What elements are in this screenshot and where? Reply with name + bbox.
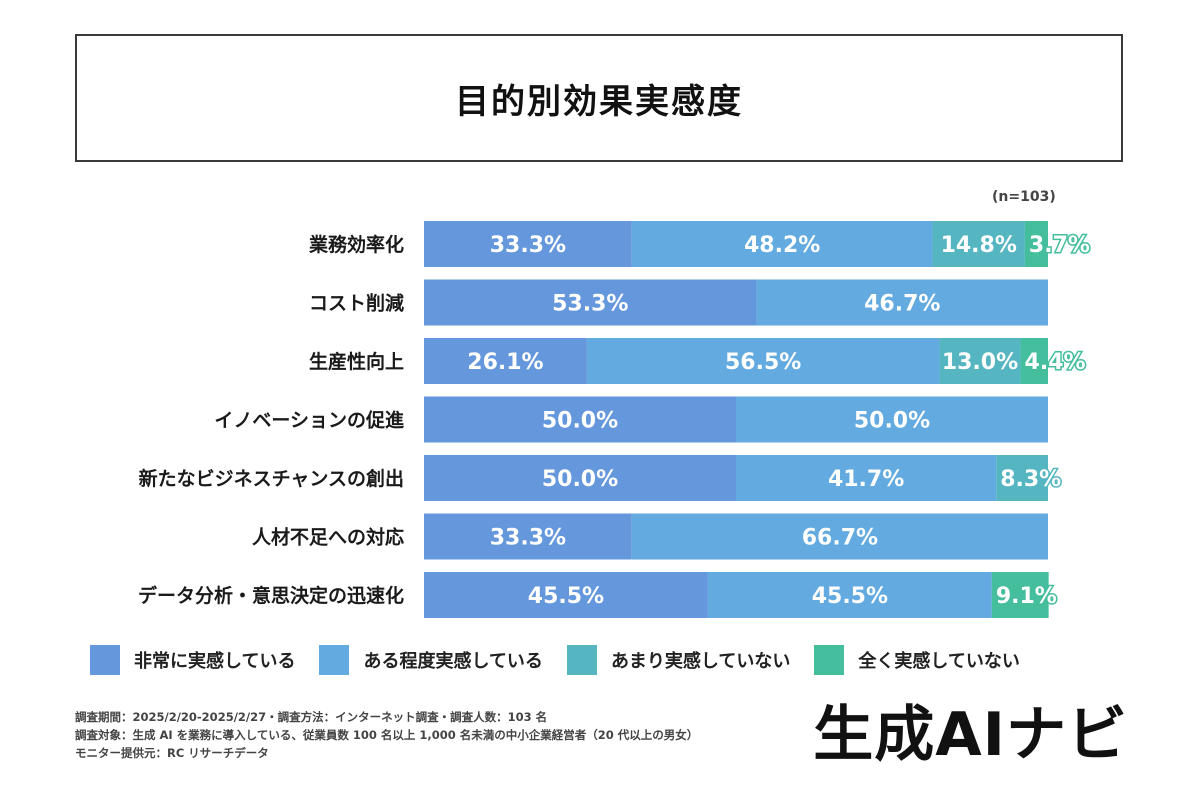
category-label: コスト削減 — [309, 292, 404, 315]
bar-segment — [631, 221, 933, 267]
data-label: 45.5% — [812, 584, 888, 609]
brand-logo: 生成AIナビ — [813, 700, 1128, 770]
survey-note-provider: モニター提供元：RC リサーチデータ — [75, 746, 269, 760]
chart-legend: 非常に実感している ある程度実感している あまり実感していない 全く実感していない — [90, 645, 1044, 675]
bar-segment — [996, 455, 1048, 501]
bar-segment — [424, 396, 736, 443]
bar-segment — [707, 572, 992, 618]
bar-segment — [939, 338, 1021, 384]
data-label: 53.3% — [552, 292, 628, 317]
sample-size-note: (n=103) — [992, 189, 1056, 205]
data-label: 50.0% — [854, 409, 930, 434]
survey-note-period: 調査期間：2025/2/20-2025/2/27・調査方法：インターネット調査・… — [75, 710, 548, 724]
data-label: 33.3% — [490, 233, 566, 258]
legend-item: 非常に実感している — [90, 645, 295, 675]
bar-segment — [424, 338, 587, 384]
legend-swatch — [814, 645, 845, 675]
data-label: 45.5% — [528, 584, 604, 609]
bar-segment — [736, 455, 997, 501]
data-label: 56.5% — [725, 350, 801, 375]
stacked-bar-chart: 業務効率化 33.3% 48.2% 14.8% 3.7% コスト削減 53.3% 46.7% 生… — [138, 221, 1091, 618]
legend-item: ある程度実感している — [319, 645, 543, 675]
bar-segment — [586, 338, 940, 384]
data-label: 48.2% — [744, 233, 820, 258]
category-label: 新たなビジネスチャンスの創出 — [139, 467, 404, 490]
category-label: データ分析・意思決定の迅速化 — [138, 584, 404, 607]
bar-segment — [1024, 221, 1048, 267]
data-label: 26.1% — [467, 350, 543, 375]
category-label: イノベーションの促進 — [214, 409, 404, 432]
bar-segment — [424, 572, 708, 618]
survey-notes: 調査期間：2025/2/20-2025/2/27・調査方法：インターネット調査・… — [75, 708, 698, 762]
legend-item: あまり実感していない — [566, 645, 791, 675]
data-label: 13.0% — [942, 350, 1018, 375]
chart-title: 目的別効果実感度 — [455, 81, 743, 122]
data-label: 14.8% — [941, 233, 1017, 258]
legend-swatch — [319, 645, 350, 675]
bar-segment — [424, 513, 632, 560]
data-label: 66.7% — [802, 526, 878, 551]
category-label: 生産性向上 — [309, 350, 404, 373]
bar-segment — [424, 455, 736, 501]
legend-label: あまり実感していない — [610, 651, 791, 672]
data-label: 41.7% — [828, 467, 904, 492]
category-label: 人材不足への対応 — [252, 526, 404, 549]
data-label: 9.1% — [996, 584, 1057, 609]
bar-segment — [1020, 338, 1048, 384]
data-label: 4.4% — [1025, 350, 1086, 375]
bar-segment — [991, 572, 1049, 618]
data-label: 33.3% — [490, 526, 566, 551]
legend-label: ある程度実感している — [363, 651, 543, 672]
legend-swatch — [566, 645, 597, 675]
bar-segment — [932, 221, 1025, 267]
legend-item: 全く実感していない — [814, 645, 1020, 675]
title-box: 目的別効果実感度 — [75, 34, 1123, 162]
data-label: 46.7% — [864, 292, 940, 317]
survey-note-target: 調査対象：生成 AI を業務に導入している、従業員数 100 名以上 1,000… — [75, 728, 699, 742]
bar-segment — [424, 279, 757, 326]
bar-segment — [424, 221, 632, 267]
data-label: 50.0% — [542, 467, 618, 492]
bar-segment — [631, 513, 1048, 560]
data-label: 3.7% — [1029, 233, 1090, 258]
bar-segment — [736, 396, 1048, 443]
bar-segment — [756, 279, 1048, 326]
legend-swatch — [90, 645, 120, 675]
legend-label: 全く実感していない — [858, 651, 1020, 672]
data-label: 50.0% — [542, 409, 618, 434]
legend-label: 非常に実感している — [134, 651, 296, 672]
data-label: 8.3% — [1000, 467, 1061, 492]
category-label: 業務効率化 — [308, 233, 404, 256]
